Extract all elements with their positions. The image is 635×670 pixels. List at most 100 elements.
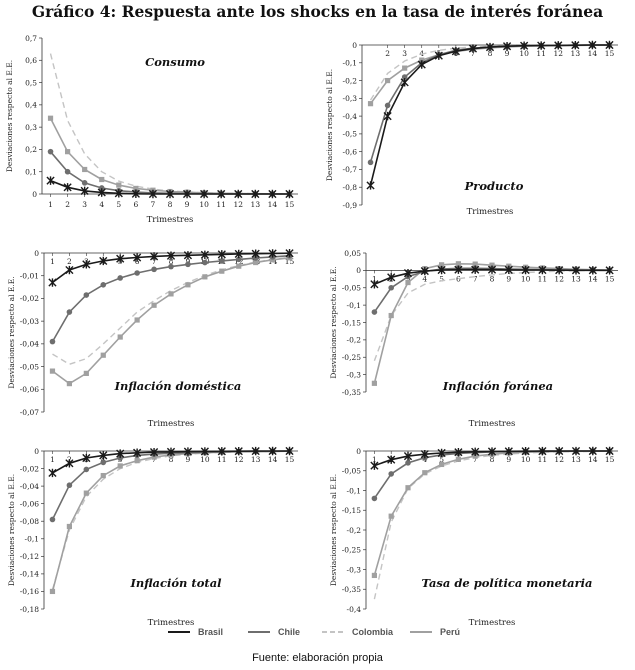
x-axis-label: Trimestres [147, 215, 194, 225]
y-tick-label: -0,4 [347, 605, 362, 614]
x-tick-label: 11 [217, 455, 227, 464]
y-tick-label: -0,15 [342, 506, 361, 515]
chile-point [235, 256, 242, 263]
brasil-point [133, 253, 142, 262]
brasil-point [182, 189, 192, 199]
peru-point [371, 380, 377, 386]
figure-source: Fuente: elaboración propia [252, 652, 383, 664]
brasil-point [520, 41, 529, 50]
x-axis-label: Trimestres [467, 207, 514, 217]
y-tick-label: 0,05 [344, 249, 361, 258]
brasil-point [468, 44, 478, 53]
brasil-point [217, 250, 226, 259]
brasil-point [200, 250, 209, 260]
brasil-point [200, 447, 209, 456]
peru-point [49, 588, 56, 595]
y-tick-label: -0,25 [342, 353, 361, 362]
brasil-point [485, 42, 495, 52]
y-tick-label: -0,4 [343, 112, 358, 121]
y-tick-label: -0,7 [343, 165, 358, 174]
x-tick-label: 4 [99, 200, 104, 209]
brasil-point [99, 451, 108, 460]
brasil-point [148, 189, 158, 199]
y-tick-label: 0,7 [25, 34, 37, 43]
brasil-point [131, 189, 140, 198]
peru-point [117, 463, 123, 469]
x-tick-label: 7 [152, 257, 157, 266]
peru-point [236, 263, 242, 269]
brasil-point [571, 266, 581, 275]
brasil-point [420, 449, 429, 459]
brasil-point [217, 189, 226, 199]
y-tick-label: -0,3 [343, 94, 358, 103]
peru-point [402, 65, 408, 71]
brasil-point [48, 468, 57, 478]
y-tick-label: -0,3 [347, 565, 362, 574]
y-axis-label: Desviaciones respecto al E.E. [5, 60, 14, 172]
brasil-point [234, 249, 243, 259]
y-tick-label: 0 [356, 266, 361, 275]
peru-point [388, 312, 394, 319]
x-tick-label: 10 [200, 455, 210, 464]
x-tick-label: 2 [65, 200, 70, 209]
brasil-point [454, 265, 463, 274]
chile-point [371, 495, 378, 502]
y-tick-label: 0,6 [25, 56, 37, 65]
x-tick-label: 12 [553, 49, 563, 58]
peru-point [489, 262, 495, 268]
brasil-point [403, 451, 413, 461]
y-tick-label: 0,4 [25, 101, 37, 110]
chile-point [202, 259, 208, 266]
chile-point [401, 74, 408, 80]
x-tick-label: 8 [168, 200, 173, 209]
chart-title: Inflación foránea [442, 379, 553, 393]
chart-panel-4: 0,050-0,05-0,1-0,15-0,2-0,25-0,3-0,35123… [329, 249, 618, 429]
y-tick-label: -0,18 [20, 605, 39, 614]
x-tick-label: 14 [268, 455, 278, 464]
y-tick-label: -0,2 [347, 526, 362, 535]
brasil-point [285, 189, 294, 199]
brasil-point [166, 447, 176, 457]
brasil-point [555, 266, 564, 275]
chile-point [66, 482, 73, 489]
peru-point [219, 268, 225, 274]
chile-point [66, 309, 73, 315]
y-tick-label: -0,06 [20, 385, 39, 394]
chile-point [168, 263, 174, 270]
y-tick-label: 0,5 [25, 78, 37, 87]
brasil-point [82, 453, 91, 463]
x-tick-label: 12 [554, 274, 564, 283]
x-tick-label: 3 [402, 49, 407, 58]
peru-point [455, 456, 461, 462]
brasil-point [471, 447, 480, 456]
brasil-point [63, 183, 72, 192]
brasil-point [65, 265, 74, 275]
y-tick-label: -0,06 [20, 499, 39, 508]
peru-point [455, 261, 461, 267]
brasil-point [605, 446, 614, 456]
brasil-point [504, 265, 513, 275]
chile-point [47, 148, 54, 155]
brasil-point [268, 189, 277, 199]
x-tick-label: 7 [151, 200, 156, 209]
brasil-point [366, 181, 375, 190]
x-axis-label: Trimestres [148, 419, 195, 429]
x-tick-label: 11 [538, 274, 548, 283]
y-tick-label: -0,05 [20, 362, 39, 371]
y-tick-label: -0,35 [342, 388, 361, 397]
series-line-colombia [49, 53, 290, 195]
brasil-point [97, 188, 106, 197]
brasil-point [487, 447, 497, 456]
legend-label-brasil: Brasil [198, 627, 223, 637]
chart-title: Inflación total [129, 576, 222, 590]
y-tick-label: -0,3 [347, 370, 362, 379]
chile-point [117, 455, 123, 461]
brasil-point [383, 111, 392, 121]
chile-point [252, 255, 259, 261]
y-tick-label: -0,04 [20, 340, 39, 349]
peru-point [134, 458, 140, 464]
x-tick-label: 7 [473, 274, 478, 283]
peru-point [371, 572, 377, 579]
brasil-point [200, 189, 209, 199]
figure-title: Gráfico 4: Respuesta ante los shocks en … [31, 2, 604, 21]
